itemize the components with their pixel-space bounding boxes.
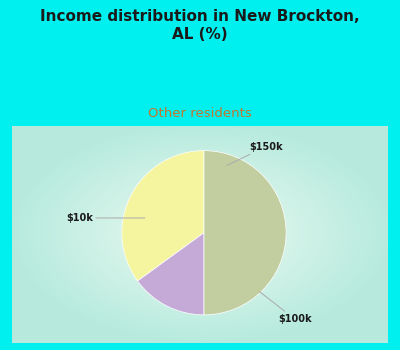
Text: Other residents: Other residents [148,107,252,120]
Wedge shape [138,233,204,315]
Text: $150k: $150k [227,141,283,166]
Wedge shape [122,150,204,281]
Text: $10k: $10k [66,213,145,223]
Text: Income distribution in New Brockton,
AL (%): Income distribution in New Brockton, AL … [40,9,360,42]
Wedge shape [204,150,286,315]
Text: $100k: $100k [260,292,312,324]
